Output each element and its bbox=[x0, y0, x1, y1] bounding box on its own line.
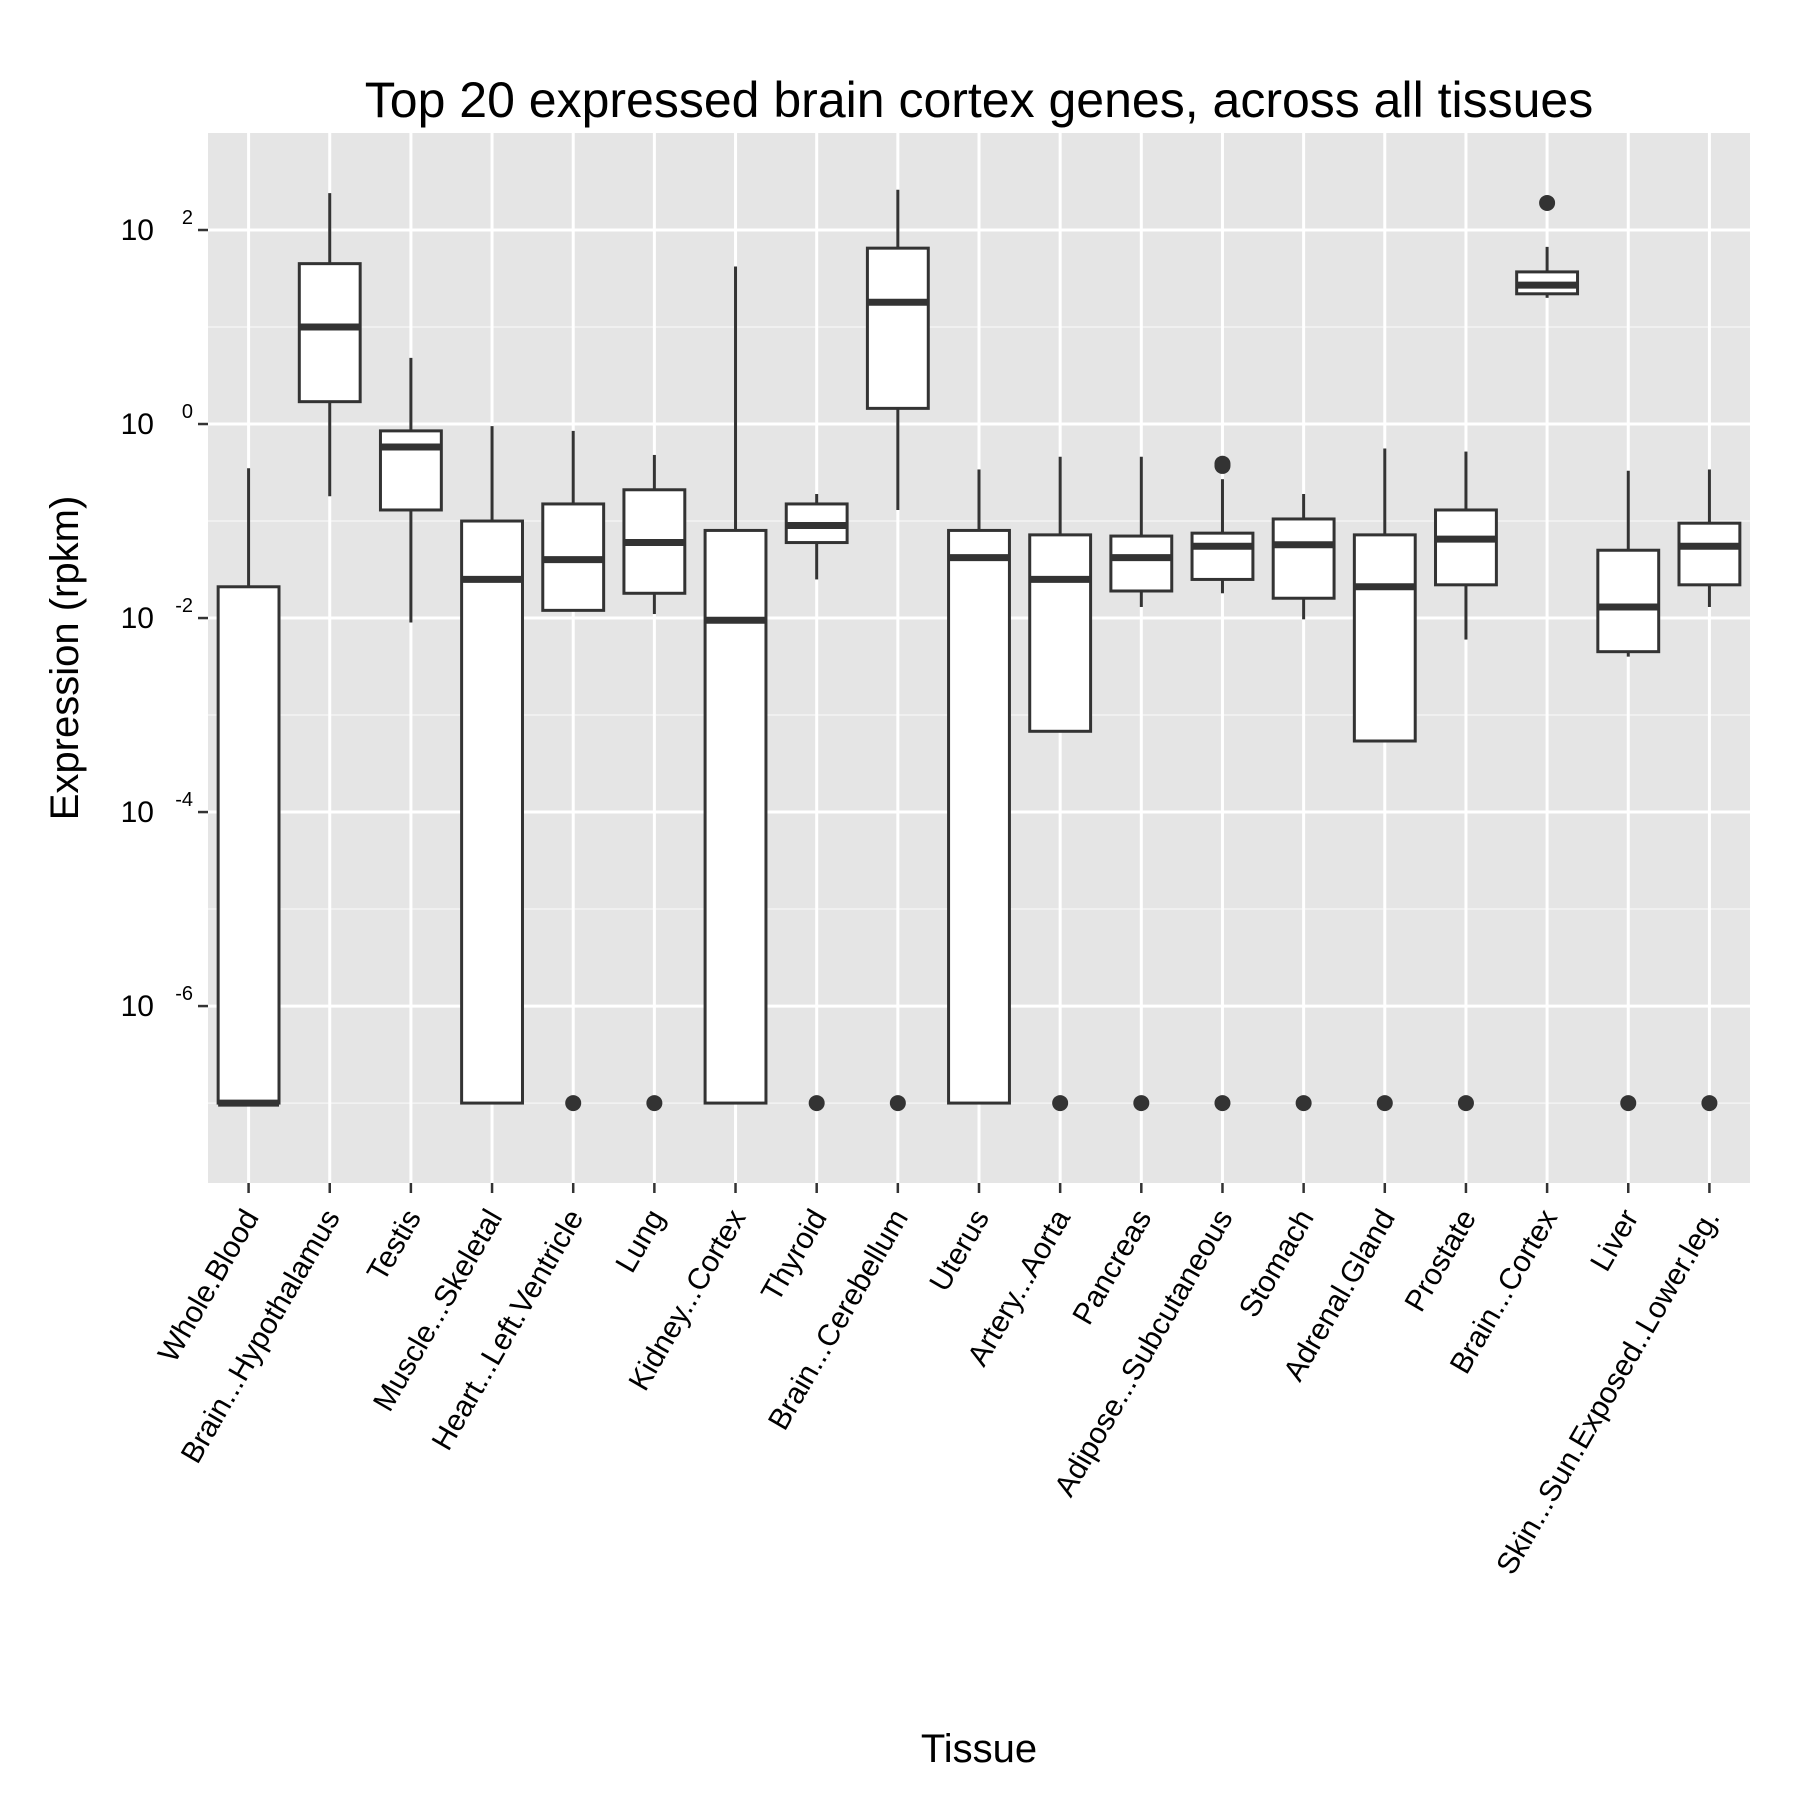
box-liver bbox=[1596, 470, 1661, 1112]
outlier-point bbox=[1214, 455, 1231, 472]
y-tick-exponent: -2 bbox=[175, 595, 193, 617]
box-brain-cortex bbox=[1515, 194, 1580, 298]
box-kidney-cortex bbox=[703, 266, 768, 1105]
outlier-point bbox=[1701, 1095, 1718, 1112]
x-tick-label: Brain...Hypothalamus bbox=[175, 1204, 347, 1469]
box-adipose-subcutaneous bbox=[1190, 455, 1255, 1112]
outlier-point bbox=[1457, 1095, 1474, 1112]
outlier-point bbox=[1295, 1095, 1312, 1112]
box-skin-sun-exposed-lower-leg bbox=[1677, 469, 1742, 1112]
x-tick-label: Adipose...Subcutaneous bbox=[1048, 1204, 1239, 1502]
outlier-point bbox=[1214, 1095, 1231, 1112]
x-tick-label: Stomach bbox=[1233, 1204, 1321, 1323]
box-iqr bbox=[216, 585, 281, 1105]
box-muscle-skeletal bbox=[460, 426, 524, 1105]
y-tick-label: 10 bbox=[121, 408, 154, 441]
x-axis-title: Tissue bbox=[921, 1727, 1037, 1771]
box-lung bbox=[622, 454, 687, 1112]
box-iqr bbox=[1677, 521, 1742, 587]
box-uterus bbox=[947, 469, 1011, 1105]
y-tick-label: 10 bbox=[121, 602, 154, 635]
y-tick-label: 10 bbox=[121, 796, 154, 829]
box-heart-left-ventricle bbox=[541, 430, 606, 1112]
box-artery-aorta bbox=[1028, 456, 1093, 1112]
x-tick-label: Pancreas bbox=[1066, 1204, 1158, 1330]
outlier-point bbox=[889, 1095, 906, 1112]
x-tick-label: Thyroid bbox=[755, 1204, 834, 1307]
box-iqr bbox=[1352, 533, 1417, 743]
box-iqr bbox=[1596, 548, 1661, 654]
y-axis: 10 -6 10 -4 10 -2 10 0 10 2 bbox=[121, 207, 208, 1023]
outlier-point bbox=[1539, 194, 1556, 211]
box-iqr bbox=[1190, 531, 1255, 581]
x-tick-label: Prostate bbox=[1399, 1204, 1483, 1317]
box-iqr bbox=[1434, 508, 1498, 587]
y-tick-exponent: -6 bbox=[175, 983, 193, 1005]
y-axis-title: Expression (rpkm) bbox=[43, 496, 87, 821]
box-iqr bbox=[460, 519, 524, 1105]
box-iqr bbox=[703, 528, 768, 1105]
outlier-point bbox=[1052, 1095, 1069, 1112]
y-tick-label: 10 bbox=[121, 214, 154, 247]
boxes-layer bbox=[216, 189, 1742, 1112]
x-tick-label: Uterus bbox=[923, 1204, 996, 1297]
box-iqr bbox=[297, 262, 362, 404]
y-tick-exponent: -4 bbox=[175, 789, 193, 811]
outlier-point bbox=[646, 1095, 663, 1112]
box-iqr bbox=[947, 528, 1011, 1105]
box-stomach bbox=[1271, 493, 1336, 1112]
x-tick-label: Heart...Left.Ventricle bbox=[426, 1204, 590, 1456]
box-adrenal-gland bbox=[1352, 448, 1417, 1112]
x-tick-label: Lung bbox=[609, 1204, 671, 1278]
box-whole-blood bbox=[216, 468, 281, 1107]
outlier-point bbox=[1620, 1095, 1637, 1112]
x-tick-label: Testis bbox=[361, 1204, 428, 1287]
x-tick-label: Liver bbox=[1584, 1204, 1645, 1277]
box-iqr bbox=[1271, 517, 1336, 600]
box-pancreas bbox=[1109, 456, 1174, 1112]
box-iqr bbox=[865, 246, 930, 410]
outlier-point bbox=[808, 1095, 825, 1112]
box-brain-cerebellum bbox=[865, 189, 930, 1112]
outlier-point bbox=[1376, 1095, 1393, 1112]
chart-title: Top 20 expressed brain cortex genes, acr… bbox=[365, 72, 1593, 128]
box-prostate bbox=[1434, 451, 1498, 1112]
y-tick-exponent: 0 bbox=[182, 401, 193, 423]
y-tick-exponent: 2 bbox=[182, 207, 193, 229]
box-testis bbox=[378, 357, 443, 623]
box-iqr bbox=[1109, 534, 1174, 593]
box-iqr bbox=[1028, 533, 1093, 733]
y-tick-label: 10 bbox=[121, 990, 154, 1023]
outlier-point bbox=[565, 1095, 582, 1112]
outlier-point bbox=[1133, 1095, 1150, 1112]
box-iqr bbox=[378, 429, 443, 512]
box-brain-hypothalamus bbox=[297, 193, 362, 497]
box-thyroid bbox=[784, 493, 849, 1112]
